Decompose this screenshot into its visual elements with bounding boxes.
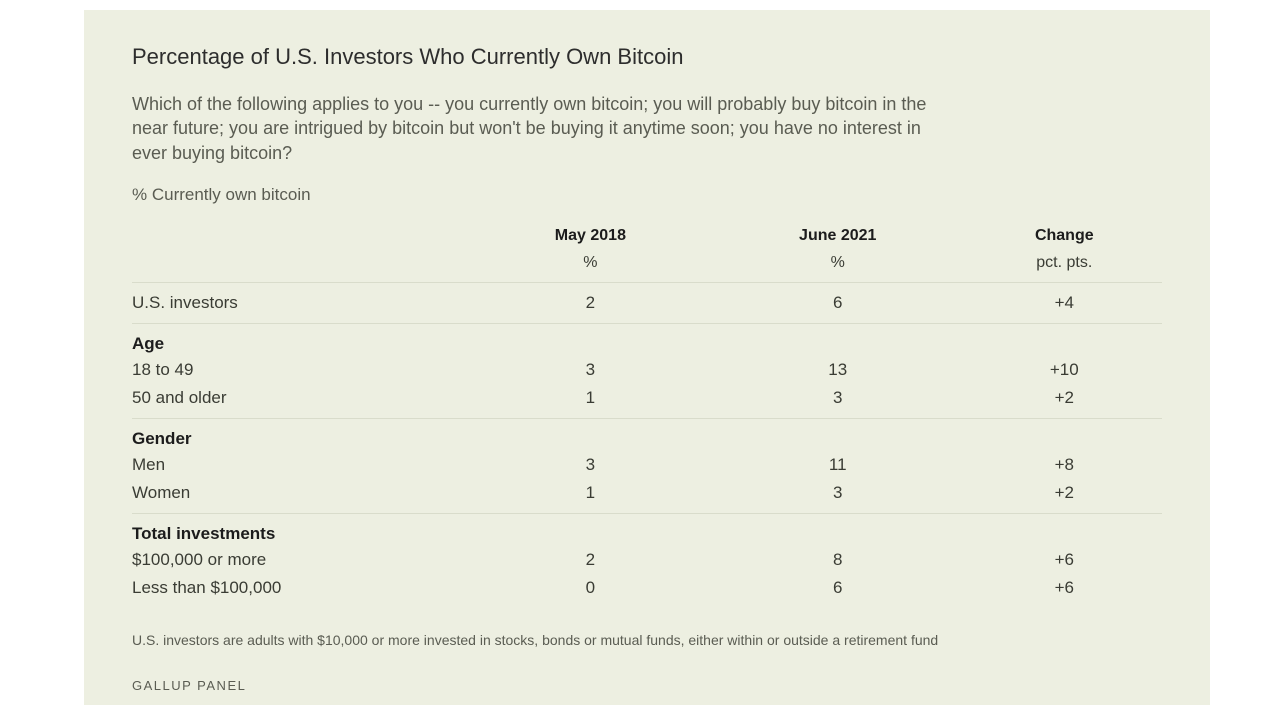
col-sub-label xyxy=(132,251,472,283)
cell: 6 xyxy=(709,283,967,324)
group-heading: Total investments xyxy=(132,514,472,546)
cell: 0 xyxy=(472,574,709,608)
source-label: GALLUP PANEL xyxy=(132,678,1162,693)
survey-panel: Percentage of U.S. Investors Who Current… xyxy=(84,10,1210,705)
cell: 13 xyxy=(709,356,967,384)
panel-title: Percentage of U.S. Investors Who Current… xyxy=(132,44,1162,70)
footnote: U.S. investors are adults with $10,000 o… xyxy=(132,632,1162,648)
col-sub-change: pct. pts. xyxy=(967,251,1162,283)
col-header-may18: May 2018 xyxy=(472,223,709,251)
col-header-jun21: June 2021 xyxy=(709,223,967,251)
group-heading-row: Age xyxy=(132,324,1162,356)
survey-question: Which of the following applies to you --… xyxy=(132,92,932,165)
cell: 2 xyxy=(472,546,709,574)
group-heading: Gender xyxy=(132,419,472,451)
cell: 3 xyxy=(709,384,967,419)
table-row: Women 1 3 +2 xyxy=(132,479,1162,514)
cell: 3 xyxy=(709,479,967,514)
row-label: Less than $100,000 xyxy=(132,574,472,608)
col-sub-may18: % xyxy=(472,251,709,283)
col-sub-jun21: % xyxy=(709,251,967,283)
table-header-row-2: % % pct. pts. xyxy=(132,251,1162,283)
group-heading-row: Gender xyxy=(132,419,1162,451)
cell: +4 xyxy=(967,283,1162,324)
cell: 2 xyxy=(472,283,709,324)
cell: 1 xyxy=(472,384,709,419)
cell: 11 xyxy=(709,451,967,479)
cell: +2 xyxy=(967,384,1162,419)
cell: 6 xyxy=(709,574,967,608)
table-row: $100,000 or more 2 8 +6 xyxy=(132,546,1162,574)
group-heading-row: Total investments xyxy=(132,514,1162,546)
row-label: U.S. investors xyxy=(132,283,472,324)
row-label: Women xyxy=(132,479,472,514)
col-header-change: Change xyxy=(967,223,1162,251)
table-row: 50 and older 1 3 +2 xyxy=(132,384,1162,419)
data-table: May 2018 June 2021 Change % % pct. pts. … xyxy=(132,223,1162,608)
panel-subhead: % Currently own bitcoin xyxy=(132,185,1162,205)
table-row: Men 3 11 +8 xyxy=(132,451,1162,479)
table-row: 18 to 49 3 13 +10 xyxy=(132,356,1162,384)
cell: 1 xyxy=(472,479,709,514)
row-label: Men xyxy=(132,451,472,479)
cell: +8 xyxy=(967,451,1162,479)
cell: +2 xyxy=(967,479,1162,514)
cell: 3 xyxy=(472,356,709,384)
group-heading: Age xyxy=(132,324,472,356)
row-label: 50 and older xyxy=(132,384,472,419)
table-row: U.S. investors 2 6 +4 xyxy=(132,283,1162,324)
row-label: 18 to 49 xyxy=(132,356,472,384)
table-header-row-1: May 2018 June 2021 Change xyxy=(132,223,1162,251)
cell: +6 xyxy=(967,574,1162,608)
table-row: Less than $100,000 0 6 +6 xyxy=(132,574,1162,608)
cell: +6 xyxy=(967,546,1162,574)
cell: 3 xyxy=(472,451,709,479)
cell: +10 xyxy=(967,356,1162,384)
cell: 8 xyxy=(709,546,967,574)
row-label: $100,000 or more xyxy=(132,546,472,574)
col-header-label xyxy=(132,223,472,251)
